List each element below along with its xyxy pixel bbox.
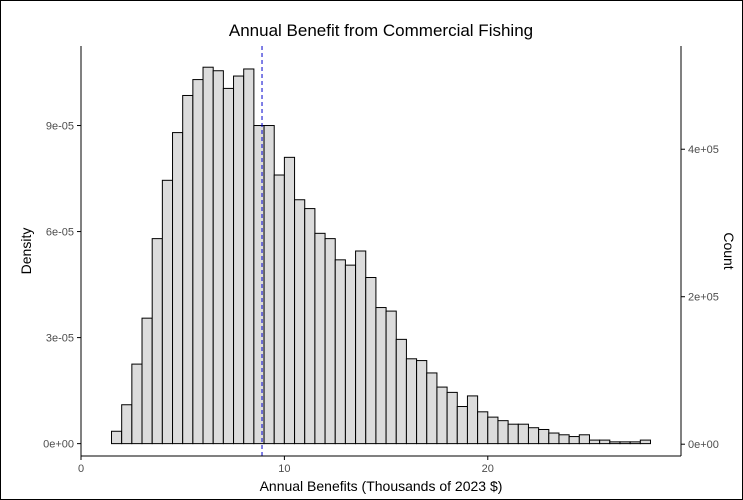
histogram-bar [466,395,479,445]
x-tick-label: 10 [278,463,290,475]
x-tick-label: 0 [78,463,84,475]
secondary-y-axis-title: Count [721,232,737,269]
histogram-bar [609,441,621,445]
histogram-bar [548,432,560,445]
histogram-bar [263,125,275,445]
histogram-bar [243,68,255,445]
histogram-bar [172,132,184,445]
histogram-bar [355,250,367,445]
y-tick-label: 6e-05 [46,227,74,239]
histogram-bar [517,423,529,445]
histogram-bar [161,179,174,445]
histogram-bar [426,372,438,445]
histogram-bar [436,386,448,445]
histogram-bar [619,441,631,445]
histogram-bar [344,264,357,445]
histogram-bar [192,79,204,445]
y-tick-label: 9e-05 [46,121,74,133]
histogram-bar [538,428,550,445]
histogram-bar [283,156,296,445]
y-axis-title: Density [18,228,34,275]
histogram-bar [568,436,580,445]
histogram-bars [111,66,651,445]
histogram-bar [385,310,397,445]
secondary-y-tick-label: 2e+05 [688,292,719,304]
histogram-bar [507,423,519,445]
histogram-bar [334,259,346,445]
histogram-bar [405,358,418,445]
histogram-bar [588,439,601,445]
histogram-bar [497,420,509,445]
histogram-bar [446,391,458,445]
histogram-bar [273,174,285,445]
histogram-bar [182,94,194,445]
histogram-bar [375,307,387,445]
histogram-bar [487,416,499,445]
histogram-bar [365,277,377,445]
histogram-bar [456,406,468,445]
histogram-bar [477,411,489,445]
x-tick-label: 20 [482,463,494,475]
histogram-bar [395,338,407,445]
histogram-bar [131,363,143,445]
histogram-bar [212,70,224,445]
histogram-bar [578,434,590,445]
secondary-y-tick-label: 4e+05 [688,144,719,156]
histogram-bar [111,430,123,445]
histogram-bar [304,208,316,445]
x-axis-title: Annual Benefits (Thousands of 2023 $) [260,478,503,494]
y-tick-label: 3e-05 [46,333,74,345]
axes: 0 10 20 0e+00 3e-05 6e-05 9e-05 0e+00 2e+05 4e+05 [43,46,719,475]
histogram-bar [253,125,265,445]
secondary-y-tick-label: 0e+00 [688,439,719,451]
histogram-bar [222,87,235,445]
histogram-bar [294,199,306,445]
histogram-bar [527,427,540,445]
histogram-bar [202,66,214,445]
histogram-bar [314,232,326,445]
histogram-bar [599,439,611,445]
histogram-bar [141,317,153,445]
histogram-bar [324,238,336,445]
histogram-bar [629,441,641,445]
histogram-bar [121,404,133,445]
histogram-bar [558,434,570,445]
histogram-bar [639,439,651,445]
histogram-bar [233,75,245,445]
histogram-bar [416,360,428,445]
y-tick-label: 0e+00 [43,439,74,451]
histogram-bar [151,238,163,445]
chart-title: Annual Benefit from Commercial Fishing [229,21,533,40]
